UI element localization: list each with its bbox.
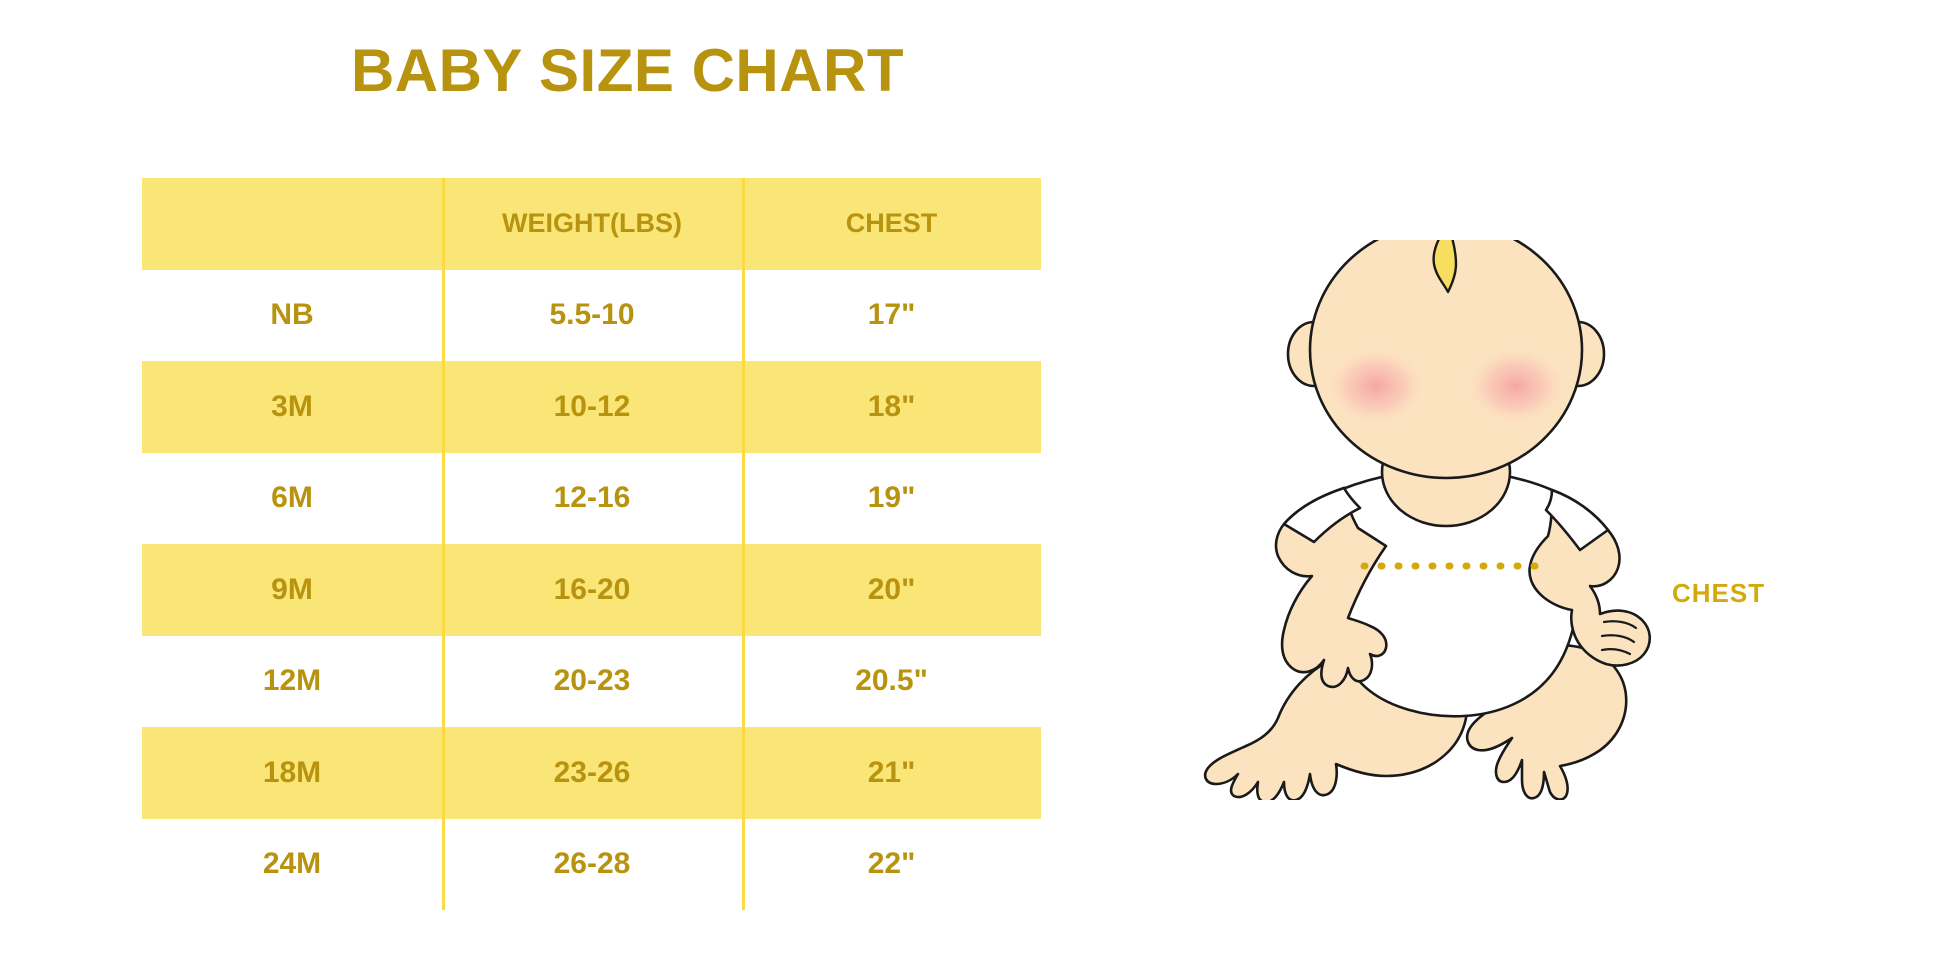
table-row: NB 5.5-10 17" bbox=[142, 269, 1041, 361]
cell-chest: 22" bbox=[867, 847, 916, 881]
cell-weight: 16-20 bbox=[553, 572, 631, 606]
cell-chest: 17" bbox=[867, 298, 916, 332]
cell-weight: 26-28 bbox=[553, 847, 631, 881]
cell-weight: 23-26 bbox=[553, 755, 631, 789]
header-cell-chest: CHEST bbox=[845, 208, 938, 239]
cell-size: 6M bbox=[271, 481, 313, 515]
cell-size: NB bbox=[270, 298, 314, 332]
seated-baby-figure bbox=[1203, 240, 1652, 800]
cell-size: 18M bbox=[262, 755, 322, 789]
baby-hair-curl bbox=[1432, 240, 1458, 294]
cell-chest: 21" bbox=[867, 755, 916, 789]
cell-chest: 20.5" bbox=[855, 664, 928, 698]
table-header-row: WEIGHT(LBS) CHEST bbox=[142, 178, 1041, 270]
cell-weight: 20-23 bbox=[553, 664, 631, 698]
table-row: 24M 26-28 22" bbox=[142, 818, 1041, 910]
cell-weight: 5.5-10 bbox=[549, 298, 635, 332]
baby-right-leg bbox=[1465, 643, 1628, 800]
table-row: 6M 12-16 19" bbox=[142, 452, 1041, 544]
column-divider-1 bbox=[442, 178, 445, 910]
cell-chest: 18" bbox=[867, 389, 916, 423]
cell-weight: 12-16 bbox=[553, 481, 631, 515]
baby-right-arm bbox=[1528, 488, 1652, 667]
table-row: 12M 20-23 20.5" bbox=[142, 635, 1041, 727]
cell-size: 9M bbox=[271, 572, 313, 606]
size-table: WEIGHT(LBS) CHEST NB 5.5-10 17" 3M 10-12… bbox=[142, 178, 1041, 910]
cell-size: 24M bbox=[262, 847, 322, 881]
page-title: BABY SIZE CHART bbox=[350, 37, 905, 104]
header-cell-weight: WEIGHT(LBS) bbox=[502, 208, 682, 239]
table-row: 18M 23-26 21" bbox=[142, 727, 1041, 819]
cell-weight: 10-12 bbox=[553, 389, 631, 423]
cell-size: 12M bbox=[262, 664, 322, 698]
cell-size: 3M bbox=[271, 389, 313, 423]
baby-cheeks bbox=[1324, 346, 1568, 426]
cell-chest: 20" bbox=[867, 572, 916, 606]
column-divider-2 bbox=[742, 178, 745, 910]
table-row: 3M 10-12 18" bbox=[142, 361, 1041, 453]
baby-illustration bbox=[1180, 240, 1700, 800]
baby-left-arm bbox=[1274, 486, 1388, 689]
table-row: 9M 16-20 20" bbox=[142, 544, 1041, 636]
chest-measurement-label: CHEST bbox=[1672, 578, 1766, 608]
cell-chest: 19" bbox=[867, 481, 916, 515]
